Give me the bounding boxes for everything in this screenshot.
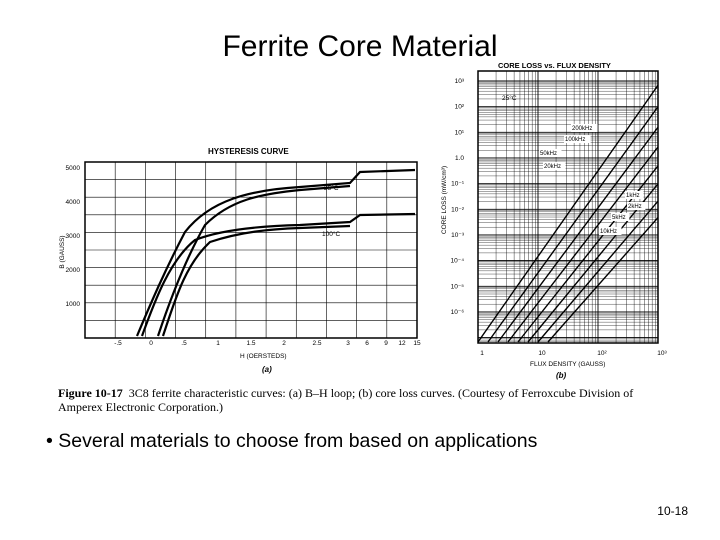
core-loss-title: CORE LOSS vs. FLUX DENSITY <box>498 61 611 70</box>
core-loss-y-tick: 10⁻² <box>451 206 465 213</box>
core-loss-line <box>497 126 658 343</box>
core-loss-line <box>517 164 658 343</box>
hysteresis-y-label: B (GAUSS) <box>59 235 66 268</box>
hysteresis-25c-upper <box>135 168 416 337</box>
ferrite-figure: HYSTERESIS CURVE 5000 4000 3000 2000 1000 -.… <box>59 61 668 380</box>
core-loss-x-label: FLUX DENSITY (GAUSS) <box>530 361 605 368</box>
hysteresis-y-tick: 3000 <box>66 233 81 240</box>
hysteresis-y-tick: 5000 <box>66 165 81 172</box>
hysteresis-x-tick: 15 <box>413 340 421 347</box>
core-loss-y-tick: 10⁻⁴ <box>451 258 465 265</box>
core-loss-y-tick: 10³ <box>455 78 465 85</box>
frequency-label: 50kHz <box>540 151 557 157</box>
core-loss-line <box>487 105 658 343</box>
core-loss-y-tick: 10² <box>455 104 465 111</box>
core-loss-y-tick: 1.0 <box>455 155 464 162</box>
hysteresis-y-tick: 1000 <box>66 301 81 308</box>
frequency-label: 10kHz <box>600 229 617 235</box>
hysteresis-x-tick: 12 <box>398 340 406 347</box>
frequency-label: 1kHz <box>626 193 640 199</box>
frequency-label: 20kHz <box>544 164 561 170</box>
core-loss-temperature: 25°C <box>502 94 517 102</box>
page-number: 10-18 <box>657 504 688 518</box>
curve-label-100c: 100°C <box>322 230 340 238</box>
curve-label-25c: 25°C <box>324 184 339 192</box>
caption-text: 3C8 ferrite characteristic curves: (a) B… <box>58 386 634 414</box>
bullet-text: Several materials to choose from based o… <box>58 430 538 452</box>
hysteresis-x-tick: 9 <box>384 340 388 347</box>
core-loss-panel-label: (b) <box>556 371 567 380</box>
hysteresis-x-tick: 2.5 <box>312 340 321 347</box>
core-loss-y-tick: 10¹ <box>455 129 465 136</box>
core-loss-chart: CORE LOSS vs. FLUX DENSITY 10³ 10² 10¹ 1.0 1… <box>441 61 668 380</box>
hysteresis-x-tick: .5 <box>181 340 187 347</box>
core-loss-y-tick: 10⁻¹ <box>451 181 465 188</box>
core-loss-line <box>547 216 658 343</box>
hysteresis-x-tick: 1 <box>216 340 220 347</box>
hysteresis-x-tick: 6 <box>365 340 369 347</box>
hysteresis-100c-lower <box>161 224 351 337</box>
hysteresis-chart: HYSTERESIS CURVE 5000 4000 3000 2000 1000 -.… <box>59 147 421 374</box>
hysteresis-x-tick: 3 <box>346 340 350 347</box>
caption-label: Figure 10-17 <box>58 386 123 400</box>
core-loss-y-tick: 10⁻⁶ <box>451 309 465 316</box>
frequency-label: 200kHz <box>572 126 592 132</box>
core-loss-x-tick: 10³ <box>657 350 667 357</box>
hysteresis-x-tick: -.5 <box>114 340 122 347</box>
frequency-label: 2kHz <box>628 204 642 210</box>
figure-caption: Figure 10-17 3C8 ferrite characteristic … <box>58 386 658 414</box>
bullet-item: • Several materials to choose from based… <box>46 430 538 452</box>
frequency-label: 100kHz <box>565 137 585 143</box>
hysteresis-y-tick: 2000 <box>66 267 81 274</box>
core-loss-line <box>507 145 658 343</box>
hysteresis-100c-upper <box>140 212 416 337</box>
core-loss-line <box>478 84 658 343</box>
slide-title: Ferrite Core Material <box>222 30 498 63</box>
core-loss-x-tick: 10 <box>538 350 546 357</box>
core-loss-x-tick: 10² <box>597 350 607 357</box>
hysteresis-25c-lower <box>156 184 351 337</box>
hysteresis-x-tick: 2 <box>282 340 286 347</box>
hysteresis-x-label: H (OERSTEDS) <box>240 353 287 360</box>
core-loss-y-tick: 10⁻³ <box>451 232 465 239</box>
frequency-label: 5kHz <box>612 215 626 221</box>
hysteresis-x-tick: 0 <box>149 340 153 347</box>
hysteresis-panel-label: (a) <box>262 365 272 374</box>
hysteresis-y-tick: 4000 <box>66 199 81 206</box>
hysteresis-title: HYSTERESIS CURVE <box>208 147 289 156</box>
core-loss-line <box>527 182 658 343</box>
core-loss-line <box>537 200 658 343</box>
core-loss-x-tick: 1 <box>480 350 484 357</box>
core-loss-y-tick: 10⁻⁵ <box>451 283 465 290</box>
hysteresis-x-tick: 1.5 <box>246 340 255 347</box>
core-loss-y-label: CORE LOSS (mW/cm³) <box>441 166 448 234</box>
